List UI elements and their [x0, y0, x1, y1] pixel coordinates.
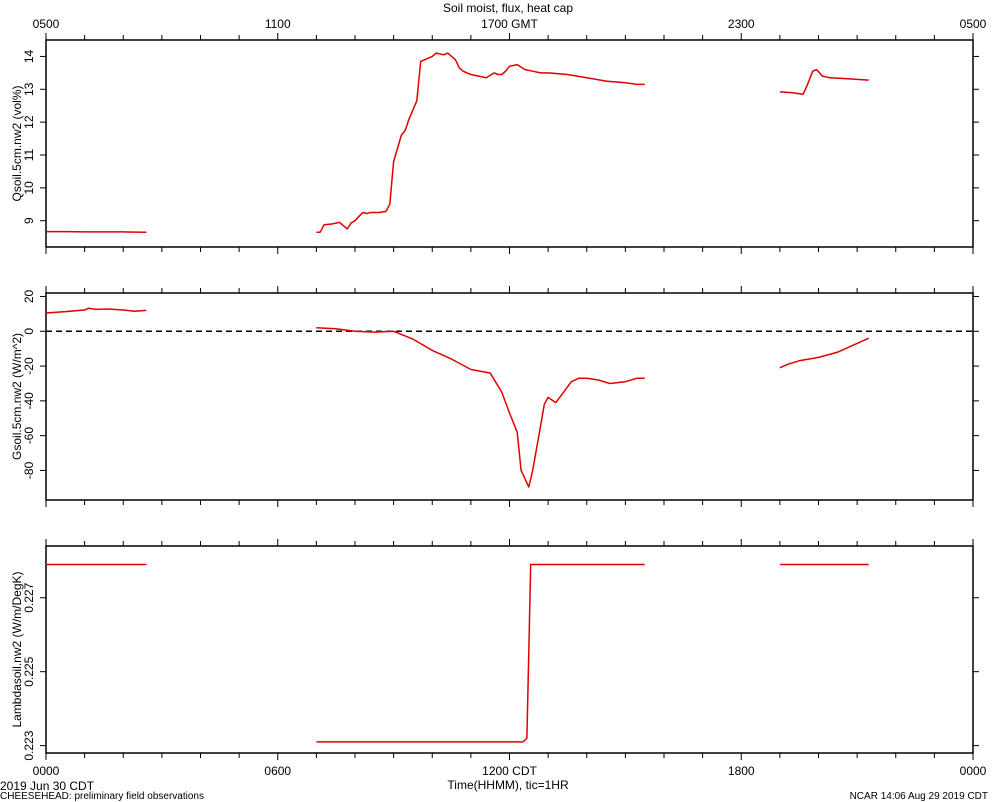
y-axis-label: Lambdasoil.nw2 (W/m/DegK) [10, 571, 24, 727]
bottom-tick-label: 0600 [264, 764, 291, 778]
y-axis-label: Gsoil.5cm.nw2 (W/m^2) [10, 333, 24, 460]
series-line-segment-2 [316, 327, 645, 488]
bottom-tick-label: 0000 [960, 764, 987, 778]
series-line-segment-3 [779, 68, 869, 95]
bottom-axis-label: Time(HHMM), tic=1HR [447, 778, 569, 792]
bottom-tick-label: 1800 [728, 764, 755, 778]
y-tick-label: 0 [22, 328, 36, 335]
series-line-segment-1 [45, 307, 147, 314]
y-tick-label: 14 [22, 49, 36, 63]
top-tick-label: 1100 [265, 17, 291, 31]
footer-date: 2019 Jun 30 CDT [0, 779, 95, 793]
bottom-axis-ticks: 0000 0600 1200 CDT 1800 0000 [33, 764, 987, 778]
y-tick-label: -40 [22, 392, 36, 410]
chart-title: Soil moist, flux, heat cap [443, 1, 573, 15]
panel-soil-moisture: 9 10 11 12 13 14 Qsoil.5cm.nw2 (vol%) [10, 33, 979, 254]
y-tick-label: -20 [22, 357, 36, 375]
top-tick-label: 0500 [960, 17, 987, 31]
y-tick-label: 13 [22, 82, 36, 96]
series-line-segment-2 [316, 563, 645, 743]
series-line-segment-2 [316, 52, 645, 233]
y-tick-label: 10 [22, 181, 36, 195]
y-tick-label: 0.223 [22, 730, 36, 760]
bottom-tick-label: 0000 [33, 764, 60, 778]
y-tick-label: 0.225 [22, 656, 36, 686]
top-tick-label: 1700 GMT [481, 17, 538, 31]
top-tick-label: 0500 [33, 17, 60, 31]
top-axis-ticks: 0500 1100 1700 GMT 2300 0500 [33, 17, 987, 31]
plot-frame-flux [45, 292, 974, 501]
bottom-tick-label: 1200 CDT [482, 764, 537, 778]
y-tick-label: 20 [22, 289, 36, 303]
plot-frame-moisture [45, 39, 974, 248]
top-tick-label: 2300 [728, 17, 755, 31]
plot-frame-conductivity [45, 545, 974, 754]
y-tick-label: -80 [22, 461, 36, 479]
y-tick-label: 0.227 [22, 582, 36, 612]
y-tick-label: 12 [22, 115, 36, 129]
y-tick-label: 11 [22, 148, 36, 161]
y-axis-label: Qsoil.5cm.nw2 (vol%) [10, 85, 24, 201]
series-line-segment-1 [46, 230, 147, 233]
y-tick-label: -60 [22, 427, 36, 445]
footer-credit: NCAR 14:06 Aug 29 2019 CDT [849, 791, 988, 802]
series-line-segment-3 [779, 337, 870, 369]
y-tick-label: 9 [22, 217, 36, 224]
footer-project: CHEESEHEAD: preliminary field observatio… [0, 791, 204, 802]
